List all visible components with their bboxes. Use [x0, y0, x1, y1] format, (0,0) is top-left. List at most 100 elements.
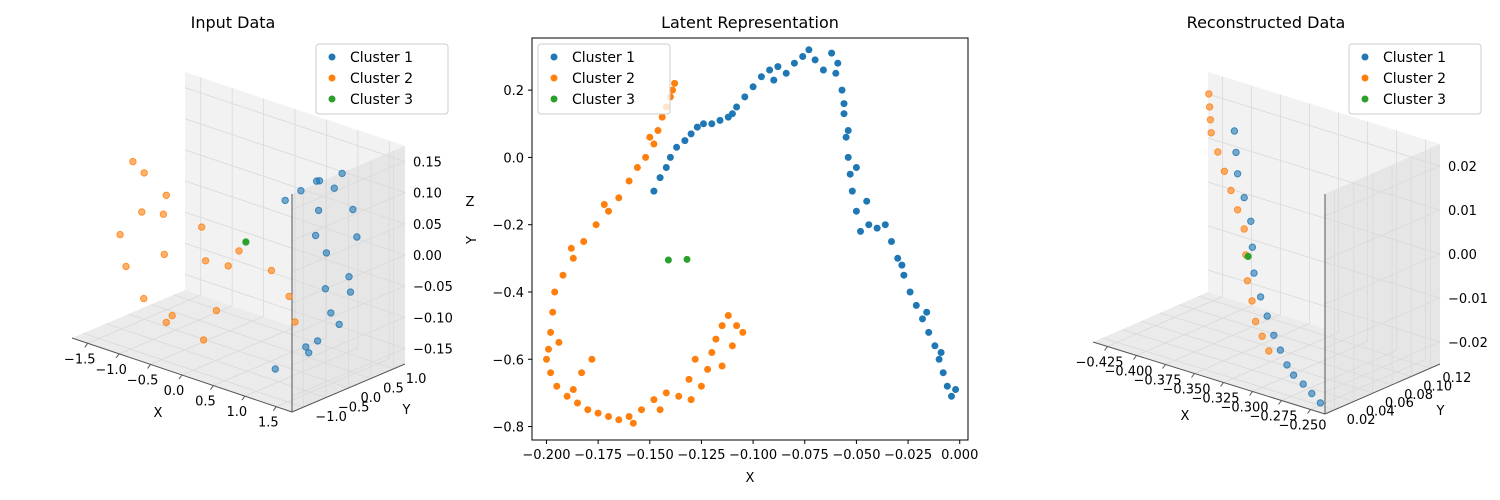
point-cluster-1: [1233, 170, 1242, 178]
x-tick-label: −0.5: [127, 373, 159, 388]
point-cluster-2: [605, 413, 612, 420]
x-tick: [178, 374, 183, 380]
x-tick-label: 0.5: [195, 395, 216, 410]
point-cluster-1: [1248, 243, 1257, 251]
x-tick-label: 1.5: [258, 416, 279, 431]
y-tick-label: −1.0: [315, 410, 347, 425]
point-cluster-2: [697, 382, 705, 390]
point-cluster-1: [790, 59, 798, 67]
z-tick-label: −0.10: [413, 311, 453, 326]
point-cluster-1: [952, 386, 960, 393]
point-cluster-3: [1244, 252, 1252, 261]
point-cluster-1: [315, 177, 324, 185]
grid-line: [1165, 314, 1281, 365]
z-tick-label: 0.02: [1448, 160, 1477, 175]
point-cluster-1: [919, 315, 926, 323]
point-cluster-1: [302, 343, 310, 351]
x-tick-label: 0.000: [941, 448, 978, 463]
point-cluster-2: [654, 127, 662, 134]
point-cluster-2: [1207, 129, 1215, 137]
point-cluster-1: [693, 123, 701, 131]
z-tick-label: −0.15: [413, 342, 453, 357]
point-cluster-1: [844, 127, 852, 134]
x-tick-label: −0.075: [781, 448, 829, 463]
point-cluster-1: [925, 328, 933, 336]
legend: Cluster 1 Cluster 2 Cluster 3: [315, 43, 449, 115]
point-cluster-1: [733, 103, 741, 111]
grid-line: [1198, 295, 1431, 369]
point-cluster-2: [724, 312, 732, 319]
x-tick-label: −1.5: [64, 352, 96, 367]
point-cluster-1: [939, 369, 947, 377]
legend-label-cluster-2: Cluster 2: [350, 71, 413, 87]
x-tick-label: −0.300: [1220, 401, 1268, 416]
point-cluster-2: [569, 254, 577, 262]
point-cluster-1: [681, 137, 689, 145]
x-tick-label: −0.250: [1278, 419, 1326, 434]
series-cluster-1: [650, 46, 960, 400]
x-tick: [147, 364, 151, 369]
point-cluster-2: [687, 396, 695, 404]
point-cluster-1: [321, 285, 330, 293]
point-cluster-1: [894, 254, 902, 262]
y-axis-label-side: Y: [465, 236, 480, 245]
point-cluster-2: [212, 306, 221, 315]
point-cluster-1: [898, 261, 906, 269]
point-cluster-2: [159, 210, 168, 218]
point-cluster-1: [281, 196, 289, 205]
point-cluster-2: [650, 396, 658, 404]
series-cluster-1: [271, 169, 361, 373]
point-cluster-1: [935, 355, 943, 363]
legend-marker-cluster-1: [328, 53, 336, 61]
x-tick-label: −0.275: [1249, 410, 1297, 425]
point-cluster-2: [578, 369, 586, 377]
point-cluster-1: [838, 86, 846, 94]
legend-marker-cluster-3: [550, 95, 558, 103]
point-cluster-2: [555, 338, 563, 346]
grid-line: [1194, 323, 1310, 374]
point-cluster-1: [865, 221, 873, 229]
point-cluster-1: [335, 320, 343, 329]
y-tick-label: 0.12: [1442, 371, 1471, 386]
point-cluster-1: [1250, 269, 1258, 277]
point-cluster-1: [852, 207, 860, 215]
point-cluster-1: [662, 164, 670, 171]
grid-line: [1252, 341, 1368, 392]
x-tick: [1307, 409, 1311, 414]
point-cluster-3: [664, 256, 672, 264]
legend-frame: [315, 43, 449, 115]
grid-line: [1310, 359, 1426, 410]
x-tick-label: −0.350: [1162, 383, 1210, 398]
series-cluster-3: [1244, 252, 1252, 261]
point-cluster-2: [567, 244, 575, 252]
point-cluster-1: [1240, 193, 1248, 202]
point-cluster-1: [327, 309, 335, 317]
point-cluster-1: [673, 143, 681, 151]
y-tick-label: 0.04: [1366, 405, 1395, 420]
point-cluster-2: [671, 79, 679, 87]
point-cluster-1: [948, 392, 955, 400]
point-cluster-2: [129, 157, 137, 166]
point-cluster-2: [285, 292, 293, 301]
y-tick-label: 0.5: [383, 381, 404, 396]
point-cluster-2: [580, 238, 588, 245]
grid-line: [184, 211, 407, 335]
point-cluster-1: [799, 53, 807, 60]
grid-line: [1207, 225, 1442, 349]
legend-label-cluster-1: Cluster 1: [572, 50, 635, 66]
grid-line: [1136, 305, 1252, 356]
point-cluster-1: [353, 233, 361, 241]
x-tick-label: −0.150: [626, 448, 674, 463]
point-cluster-1: [782, 69, 790, 77]
x-tick-label: −0.425: [1075, 356, 1123, 371]
grid-line: [1107, 296, 1223, 347]
x-tick-label: −0.175: [574, 448, 622, 463]
point-cluster-1: [1299, 380, 1307, 388]
x-tick-label: 0.0: [164, 384, 185, 399]
point-cluster-1: [741, 93, 749, 101]
chart-title: Input Data: [191, 13, 276, 32]
point-cluster-1: [819, 66, 827, 74]
point-cluster-1: [311, 231, 320, 240]
point-cluster-1: [708, 120, 716, 128]
point-cluster-1: [1276, 346, 1285, 354]
